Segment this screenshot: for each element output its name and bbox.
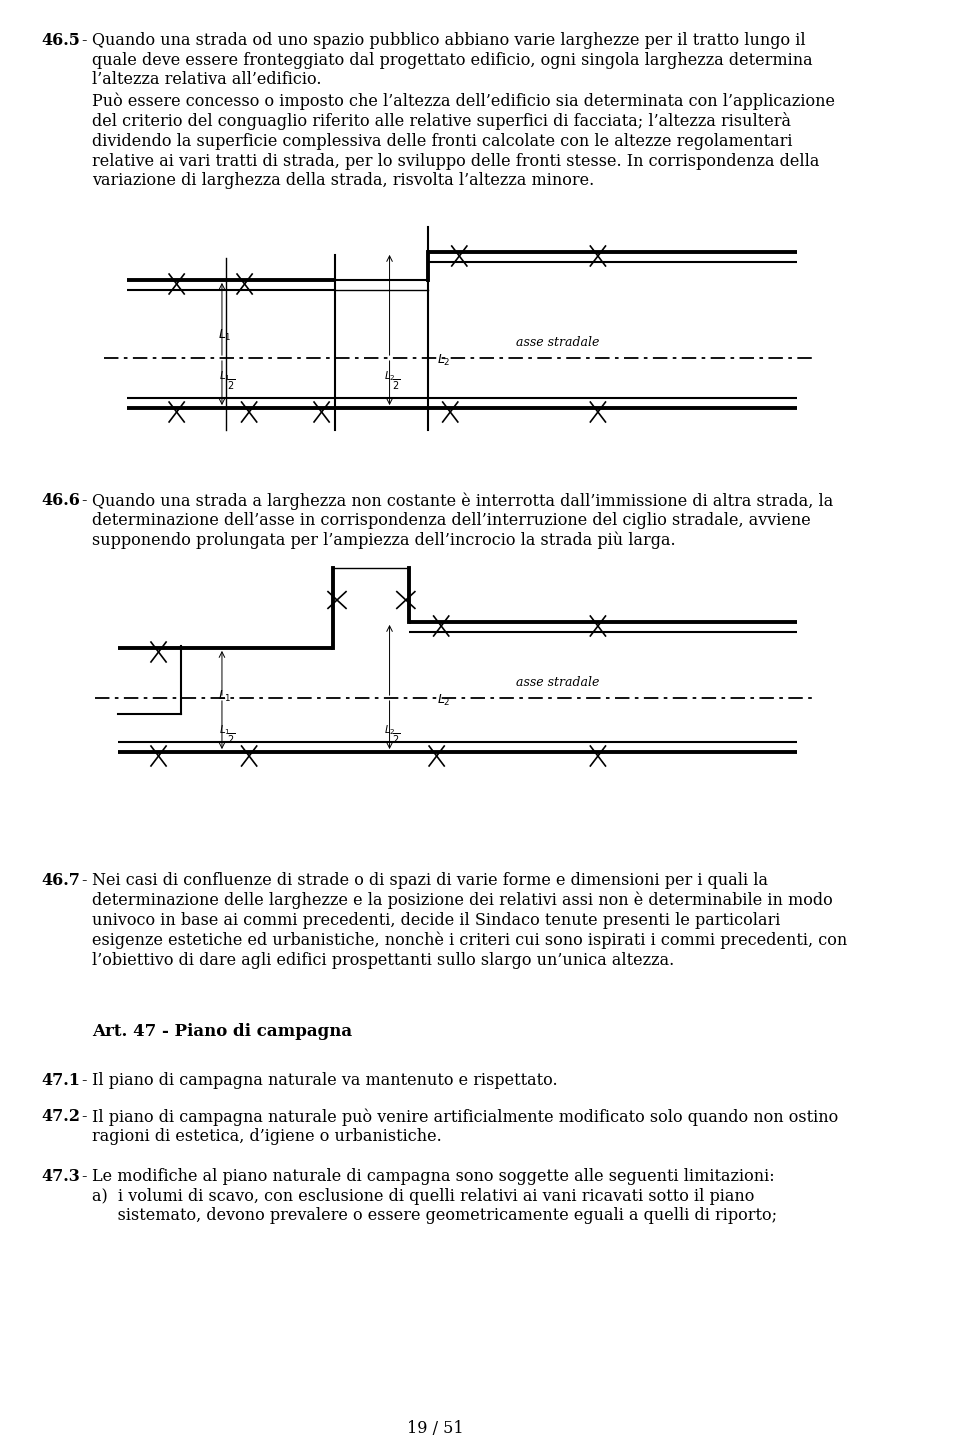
Text: $\mathit{L}_1$: $\mathit{L}_1$ <box>219 723 230 737</box>
Text: -: - <box>82 1072 87 1090</box>
Text: Il piano di campagna naturale può venire artificialmente modificato solo quando : Il piano di campagna naturale può venire… <box>92 1109 839 1145</box>
Text: $\mathit{L}_1$: $\mathit{L}_1$ <box>218 328 231 342</box>
Text: 19 / 51: 19 / 51 <box>406 1421 463 1436</box>
Text: -: - <box>82 872 87 889</box>
Text: $\mathit{L}_2$: $\mathit{L}_2$ <box>437 692 450 708</box>
Text: $\overline{2}$: $\overline{2}$ <box>227 377 235 392</box>
Text: Può essere concesso o imposto che l’altezza dell’edificio sia determinata con l’: Può essere concesso o imposto che l’alte… <box>92 91 835 189</box>
Text: $\mathit{L}_2$: $\mathit{L}_2$ <box>384 723 396 737</box>
Text: $\mathit{L}_2$: $\mathit{L}_2$ <box>437 353 450 367</box>
Text: 46.5: 46.5 <box>41 32 81 49</box>
Text: -: - <box>82 492 87 509</box>
Text: 47.1: 47.1 <box>41 1072 81 1090</box>
Text: -: - <box>82 1109 87 1125</box>
Text: 47.3: 47.3 <box>41 1168 81 1185</box>
Text: $\overline{2}$: $\overline{2}$ <box>392 731 400 746</box>
Text: 46.7: 46.7 <box>41 872 81 889</box>
Text: $\mathit{L}_2$: $\mathit{L}_2$ <box>384 369 396 383</box>
Text: $\overline{2}$: $\overline{2}$ <box>227 731 235 746</box>
Text: asse stradale: asse stradale <box>516 335 600 348</box>
Text: Quando una strada od uno spazio pubblico abbiano varie larghezze per il tratto l: Quando una strada od uno spazio pubblico… <box>92 32 813 89</box>
Text: $\mathit{L}_1$: $\mathit{L}_1$ <box>219 369 230 383</box>
Text: $\mathit{L}_1$: $\mathit{L}_1$ <box>218 688 231 704</box>
Text: Art. 47 - Piano di campagna: Art. 47 - Piano di campagna <box>92 1023 352 1040</box>
Text: -: - <box>82 1168 87 1185</box>
Text: Le modifiche al piano naturale di campagna sono soggette alle seguenti limitazio: Le modifiche al piano naturale di campag… <box>92 1168 778 1225</box>
Text: $\overline{2}$: $\overline{2}$ <box>392 377 400 392</box>
Text: Il piano di campagna naturale va mantenuto e rispettato.: Il piano di campagna naturale va mantenu… <box>92 1072 558 1090</box>
Text: 47.2: 47.2 <box>41 1109 81 1125</box>
Text: -: - <box>82 32 87 49</box>
Text: asse stradale: asse stradale <box>516 676 600 689</box>
Text: 46.6: 46.6 <box>41 492 81 509</box>
Text: Quando una strada a larghezza non costante è interrotta dall’immissione di altra: Quando una strada a larghezza non costan… <box>92 492 833 550</box>
Text: Nei casi di confluenze di strade o di spazi di varie forme e dimensioni per i qu: Nei casi di confluenze di strade o di sp… <box>92 872 848 969</box>
